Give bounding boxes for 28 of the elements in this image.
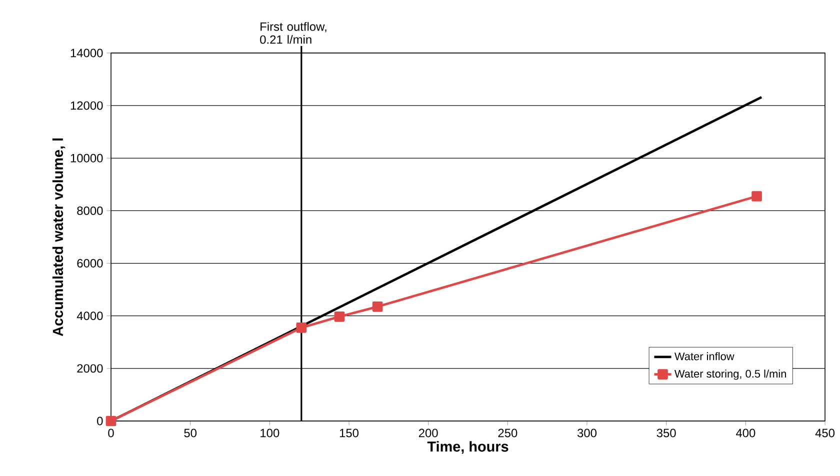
point [296,322,307,333]
legend-label: Water inflow [674,352,734,360]
x-tick-label: 250 [498,428,518,438]
legend-label: Water storing, 0.5 l/min [674,370,786,380]
x-tick-label: 300 [577,428,597,438]
y-tick-label: 14000 [70,48,103,58]
y-axis-title: Accumulated water volume, l [52,138,66,336]
point [752,191,762,202]
y-tick-label: 12000 [70,101,103,110]
x-axis-title: Time, hours [427,441,508,454]
y-tick-label: 2000 [77,364,103,373]
point [372,301,383,312]
x-tick-label: 100 [260,428,280,438]
y-tick-label: 10000 [70,154,103,162]
x-tick-label: 450 [815,428,835,438]
y-tick-label: 8000 [77,206,103,215]
point [334,311,345,322]
x-tick-label: 50 [184,428,197,438]
y-tick-label: 0 [97,416,103,426]
x-tick-label: 350 [656,428,676,438]
point [106,416,116,426]
x-tick-label: 150 [340,428,359,438]
ref-line-label: First outflow, 0.21 l/min [260,22,326,44]
y-tick-label: 4000 [76,312,103,320]
y-tick-label: 6000 [77,259,103,268]
x-tick-label: 0 [108,428,114,438]
x-tick-label: 400 [736,428,756,438]
x-tick-label: 200 [418,428,438,438]
